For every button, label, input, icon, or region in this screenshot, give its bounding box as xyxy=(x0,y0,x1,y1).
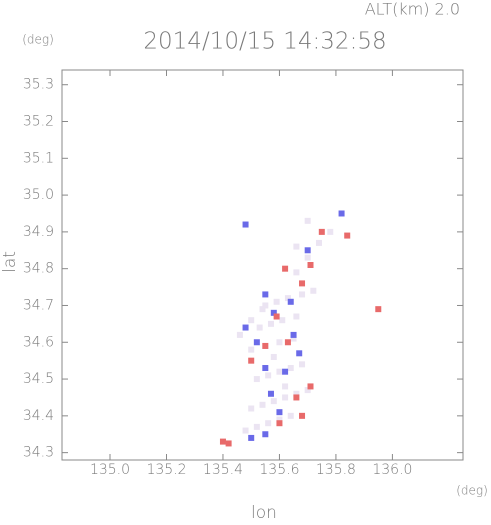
point xyxy=(267,390,274,397)
point xyxy=(267,320,274,327)
point xyxy=(248,405,255,412)
point xyxy=(304,217,311,224)
point xyxy=(273,298,280,305)
point xyxy=(253,339,260,346)
point xyxy=(262,365,269,372)
point xyxy=(282,265,289,272)
point xyxy=(293,313,300,320)
point xyxy=(296,350,303,357)
point xyxy=(262,302,269,309)
point xyxy=(265,420,272,427)
point xyxy=(253,423,260,430)
y-label: lat xyxy=(0,251,20,273)
point xyxy=(270,353,277,360)
point xyxy=(299,291,306,298)
point xyxy=(253,376,260,383)
x-unit: (deg) xyxy=(456,484,488,498)
point xyxy=(375,306,382,313)
point xyxy=(248,317,255,324)
y-tick-label: 34.4 xyxy=(23,408,54,424)
point xyxy=(307,383,314,390)
chart-title: 2014/10/15 14:32:58 xyxy=(143,29,386,55)
point xyxy=(262,342,269,349)
point xyxy=(259,401,266,408)
point xyxy=(242,324,249,331)
point xyxy=(242,221,249,228)
point xyxy=(299,361,306,368)
point xyxy=(270,398,277,405)
point xyxy=(282,394,289,401)
point xyxy=(248,357,255,364)
point xyxy=(282,383,289,390)
x-tick-label: 136.0 xyxy=(372,462,412,478)
y-tick-label: 34.7 xyxy=(23,297,54,313)
y-tick-label: 34.3 xyxy=(23,445,54,461)
point xyxy=(262,431,269,438)
point xyxy=(299,280,306,287)
point xyxy=(270,309,277,316)
y-tick-label: 35.0 xyxy=(23,187,54,203)
y-unit: (deg) xyxy=(22,33,54,47)
point xyxy=(265,372,272,379)
annotation: ALT(km) 2.0 xyxy=(365,0,460,19)
point xyxy=(276,420,283,427)
y-tick-label: 34.5 xyxy=(23,371,54,387)
point xyxy=(248,434,255,441)
point xyxy=(259,306,266,313)
point xyxy=(287,365,294,372)
x-tick-label: 135.0 xyxy=(90,462,130,478)
y-tick-label: 35.3 xyxy=(23,77,54,93)
point xyxy=(290,331,297,338)
y-tick-label: 34.6 xyxy=(23,334,54,350)
point xyxy=(248,346,255,353)
point xyxy=(287,298,294,305)
point xyxy=(293,390,300,397)
point xyxy=(307,262,314,268)
point xyxy=(219,438,226,445)
plot-frame xyxy=(61,69,464,461)
x-label: lon xyxy=(251,503,277,521)
x-tick-label: 135.6 xyxy=(259,462,299,478)
point xyxy=(273,313,280,320)
x-tick-label: 135.2 xyxy=(146,462,186,478)
y-tick-label: 35.2 xyxy=(23,114,54,130)
point xyxy=(338,210,345,217)
y-tick-label: 35.1 xyxy=(23,150,54,166)
point xyxy=(344,232,351,239)
point xyxy=(304,254,311,261)
point xyxy=(262,291,269,298)
point xyxy=(304,247,311,254)
point xyxy=(290,335,297,342)
point xyxy=(287,412,294,419)
point xyxy=(282,368,289,375)
point xyxy=(242,427,249,434)
y-tick-label: 34.8 xyxy=(23,261,54,277)
point xyxy=(293,243,300,250)
y-tick-label: 34.9 xyxy=(23,224,54,240)
point xyxy=(284,339,291,346)
point xyxy=(279,317,286,324)
point xyxy=(256,324,263,331)
point xyxy=(293,269,300,276)
point xyxy=(315,239,322,246)
point xyxy=(310,287,317,294)
x-tick-label: 135.4 xyxy=(203,462,243,478)
point xyxy=(276,416,283,423)
point xyxy=(236,331,243,338)
point xyxy=(284,295,291,302)
point xyxy=(304,387,311,394)
point xyxy=(276,339,283,346)
x-tick-label: 135.8 xyxy=(316,462,356,478)
point xyxy=(225,440,232,447)
point xyxy=(276,368,283,375)
point xyxy=(327,228,334,235)
point xyxy=(293,394,300,401)
point xyxy=(276,409,283,416)
point xyxy=(318,228,325,235)
point xyxy=(299,412,306,419)
